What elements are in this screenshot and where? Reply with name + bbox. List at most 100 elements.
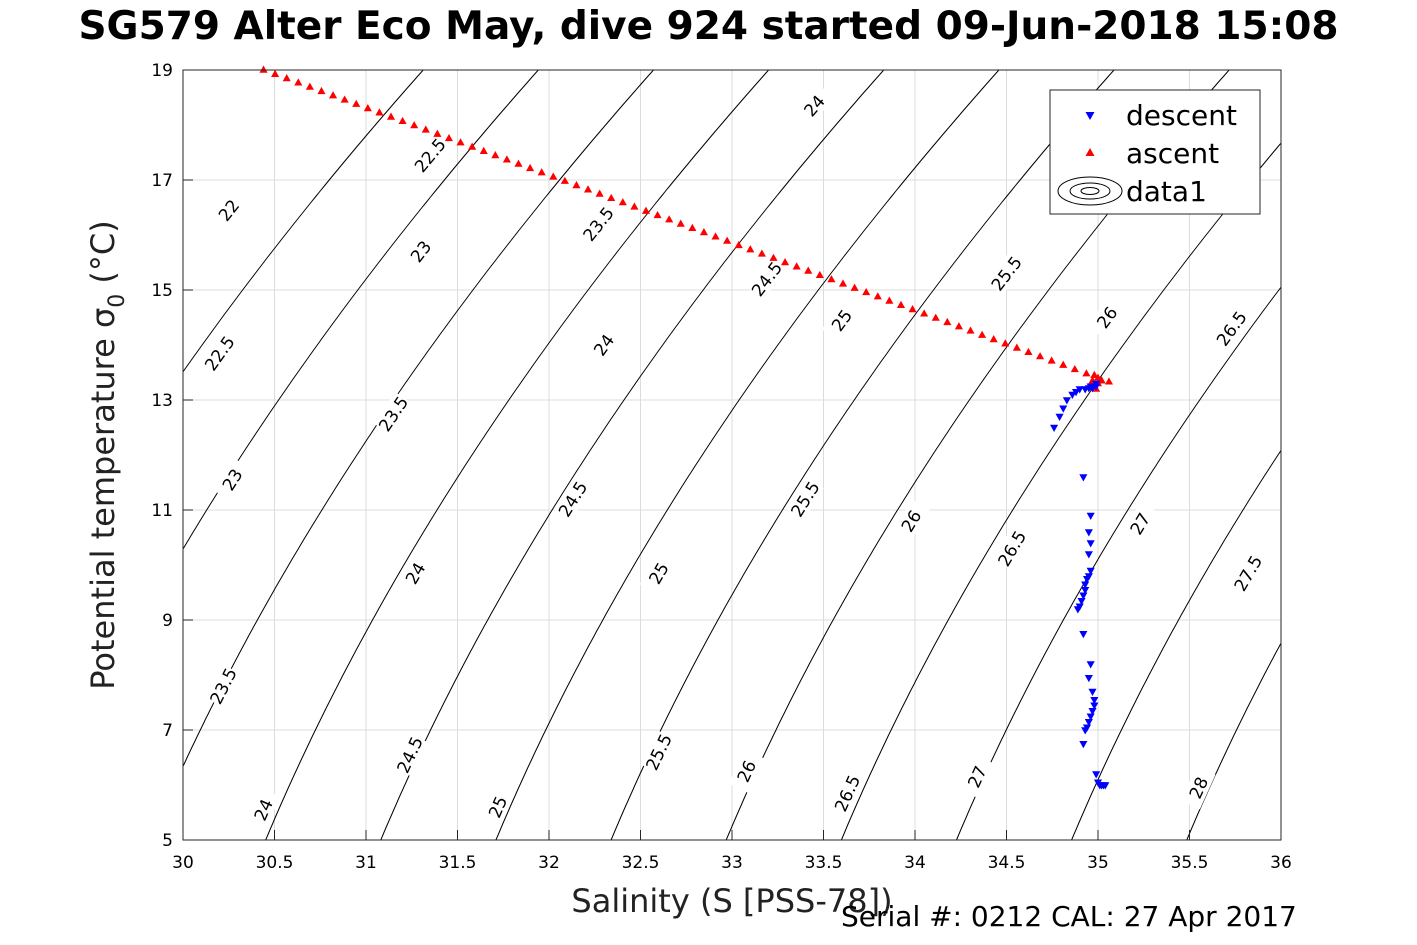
x-tick-label: 34: [904, 853, 926, 873]
y-axis-label-group: Potential temperature σ0 (°C): [84, 220, 130, 689]
contour-line: [956, 286, 1281, 840]
contour-label-bg: [640, 730, 676, 774]
descent-point: [1086, 661, 1095, 669]
ascent-point: [966, 326, 975, 334]
ascent-point: [838, 279, 848, 287]
descent-point: [1086, 383, 1095, 391]
chart-title-wrap: SG579 Alter Eco May, dive 924 started 09…: [0, 0, 1417, 60]
descent-point: [1075, 386, 1084, 394]
contour-line: [1302, 70, 1417, 840]
y-tick-label: 9: [162, 611, 173, 631]
contour-label-bg: [959, 754, 995, 799]
contour-line: [183, 70, 539, 550]
descent-point: [1071, 389, 1081, 397]
contour-label-bg: [1086, 295, 1127, 339]
contour-label-bg: [829, 771, 865, 815]
contour-label-bg: [639, 551, 678, 595]
ascent-point: [1047, 356, 1056, 364]
descent-point: [1086, 713, 1095, 721]
ascent-point: [1093, 373, 1103, 381]
y-axis-label-sub: 0: [105, 294, 130, 308]
ascent-point: [954, 322, 963, 330]
ascent-point: [502, 155, 511, 163]
descent-point: [1081, 581, 1090, 589]
x-axis-label: Salinity (S [PSS-78]): [571, 882, 892, 920]
contour-label-bg: [583, 323, 624, 367]
descent-point: [1062, 397, 1071, 405]
ascent-point: [271, 69, 280, 77]
grid: [182, 69, 1282, 841]
contour-label-bg: [409, 133, 450, 177]
ascent-point: [618, 198, 627, 206]
contour-line: [380, 70, 885, 840]
legend-data1-label: data1: [1126, 175, 1207, 208]
ascent-point: [978, 330, 987, 338]
legend-contour-ring-outer: [1057, 176, 1123, 206]
contour-line: [610, 70, 1115, 840]
legend: descent ascent data1: [1049, 89, 1261, 215]
ascent-point: [259, 65, 268, 73]
ascent-point: [630, 202, 639, 210]
ascent-point: [537, 168, 546, 176]
descent-point: [1050, 424, 1059, 432]
y-tick-label: 19: [151, 61, 173, 81]
contour-label-bg: [1180, 765, 1216, 810]
ascent-point: [398, 116, 407, 125]
ascent-point: [468, 142, 477, 150]
y-tick-label: 17: [151, 171, 173, 191]
ascent-point: [526, 163, 535, 172]
x-tick-label: 36: [1270, 853, 1292, 873]
ascent-point: [410, 121, 419, 129]
contour-label-bg: [746, 257, 787, 301]
ascent-point: [653, 210, 662, 219]
contour-label-bg: [728, 749, 764, 793]
ascent-point: [491, 151, 500, 159]
ascent-point: [479, 146, 488, 154]
x-tick-label: 34.5: [988, 853, 1026, 873]
contour-label-bg: [1211, 306, 1251, 350]
descent-point: [1079, 592, 1088, 600]
ascent-point: [757, 249, 766, 257]
contour-label-bg: [821, 298, 862, 342]
contour-label-group: 24: [245, 787, 281, 832]
ascent-point: [305, 82, 314, 90]
contour-line: [183, 70, 424, 373]
ascent-point: [665, 215, 674, 223]
ascent-point: [641, 206, 651, 214]
descent-point: [1086, 512, 1095, 520]
serial-cal-footer: Serial #: 0212 CAL: 27 Apr 2017: [841, 900, 1297, 933]
ascent-point: [920, 309, 929, 317]
ascent-point: [514, 159, 523, 167]
x-tick-label: 35: [1087, 853, 1109, 873]
descent-point: [1084, 529, 1093, 537]
chart-title: SG579 Alter Eco May, dive 924 started 09…: [78, 4, 1339, 49]
legend-contour-icon: [1057, 176, 1123, 206]
contour-label-bg: [1229, 551, 1267, 595]
ascent-point: [746, 245, 755, 253]
ascent-point: [456, 138, 465, 146]
descent-point: [1068, 391, 1077, 399]
ascent-point: [723, 236, 732, 244]
ascent-point: [1001, 339, 1010, 347]
ascent-point: [329, 91, 338, 99]
legend-contour-ring-inner: [1080, 187, 1100, 195]
legend-descent-label: descent: [1126, 99, 1237, 132]
ascent-point: [850, 283, 859, 291]
contour-label-bg: [577, 202, 619, 246]
descent-point: [1084, 675, 1093, 683]
contour-label-bg: [1120, 501, 1159, 546]
ascent-point: [294, 78, 303, 86]
y-tick-label: 5: [162, 831, 173, 851]
descent-point: [1092, 771, 1101, 779]
descent-point: [1088, 688, 1097, 696]
x-tick-label: 30.5: [256, 853, 294, 873]
contour-label-bg: [212, 457, 252, 502]
ascent-point: [943, 317, 952, 326]
ascent-point: [769, 253, 778, 261]
descent-point: [1082, 576, 1092, 584]
y-tick-label: 15: [151, 281, 173, 301]
contour-line: [495, 70, 1000, 840]
x-tick-label: 31: [355, 853, 377, 873]
contour-label-bg: [986, 251, 1026, 295]
